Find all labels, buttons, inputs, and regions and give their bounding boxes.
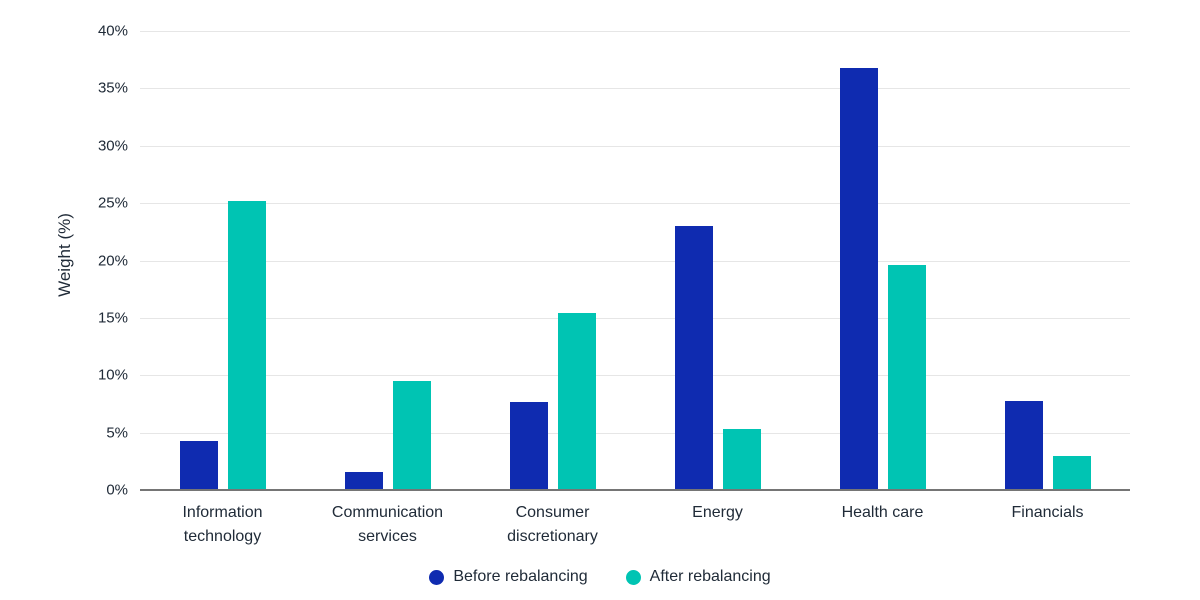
y-tick-label-35: 35% [97, 79, 128, 97]
gridline-15 [140, 317, 1130, 319]
legend-item-before-rebalancing: Before rebalancing [429, 568, 588, 586]
legend: Before rebalancing After rebalancing [0, 563, 1200, 591]
legend-swatch-after-rebalancing-icon [625, 569, 641, 585]
bar-after-rebalancing-financials [1052, 455, 1091, 490]
legend-swatch-before-rebalancing-icon [429, 569, 445, 585]
bar-before-rebalancing-energy [674, 226, 713, 490]
gridline-10 [140, 375, 1130, 377]
bar-after-rebalancing-consumer-discretionary [557, 313, 596, 490]
legend-item-after-rebalancing: After rebalancing [625, 568, 771, 586]
bar-after-rebalancing-energy [722, 429, 761, 490]
bar-before-rebalancing-health-care [839, 67, 878, 490]
category-label-health-care: Health care [841, 504, 924, 521]
gridline-5 [140, 432, 1130, 434]
legend-label-before-rebalancing: Before rebalancing [453, 568, 588, 585]
x-axis-line [140, 489, 1130, 491]
y-tick-label-15: 15% [97, 309, 128, 327]
bar-before-rebalancing-consumer-discretionary [509, 401, 548, 490]
y-tick-label-40: 40% [97, 22, 128, 40]
y-tick-label-30: 30% [97, 137, 128, 155]
y-tick-label-0: 0% [106, 481, 128, 499]
bar-after-rebalancing-health-care [887, 265, 926, 490]
gridline-30 [140, 145, 1130, 147]
bar-after-rebalancing-information-technology [227, 200, 266, 490]
y-tick-label-5: 5% [106, 424, 128, 442]
gridline-40 [140, 31, 1130, 32]
bar-before-rebalancing-information-technology [179, 440, 218, 490]
category-label-consumer-discretionary: Consumer discretionary [507, 504, 598, 545]
y-tick-label-25: 25% [97, 194, 128, 212]
bar-before-rebalancing-financials [1004, 400, 1043, 490]
gridline-35 [140, 88, 1130, 90]
category-label-energy: Energy [692, 504, 743, 521]
bar-after-rebalancing-communication-services [392, 381, 431, 490]
y-tick-label-20: 20% [97, 252, 128, 269]
category-label-financials: Financials [1011, 504, 1084, 521]
category-label-communication-services: Communication services [331, 504, 444, 545]
gridline-25 [140, 203, 1130, 205]
category-label-information-technology: Information technology [182, 504, 263, 545]
gridline-20 [140, 260, 1130, 262]
plot-area [140, 31, 1130, 491]
legend-label-after-rebalancing: After rebalancing [649, 568, 771, 585]
y-tick-label-10: 10% [97, 366, 128, 384]
bar-before-rebalancing-communication-services [344, 471, 383, 490]
